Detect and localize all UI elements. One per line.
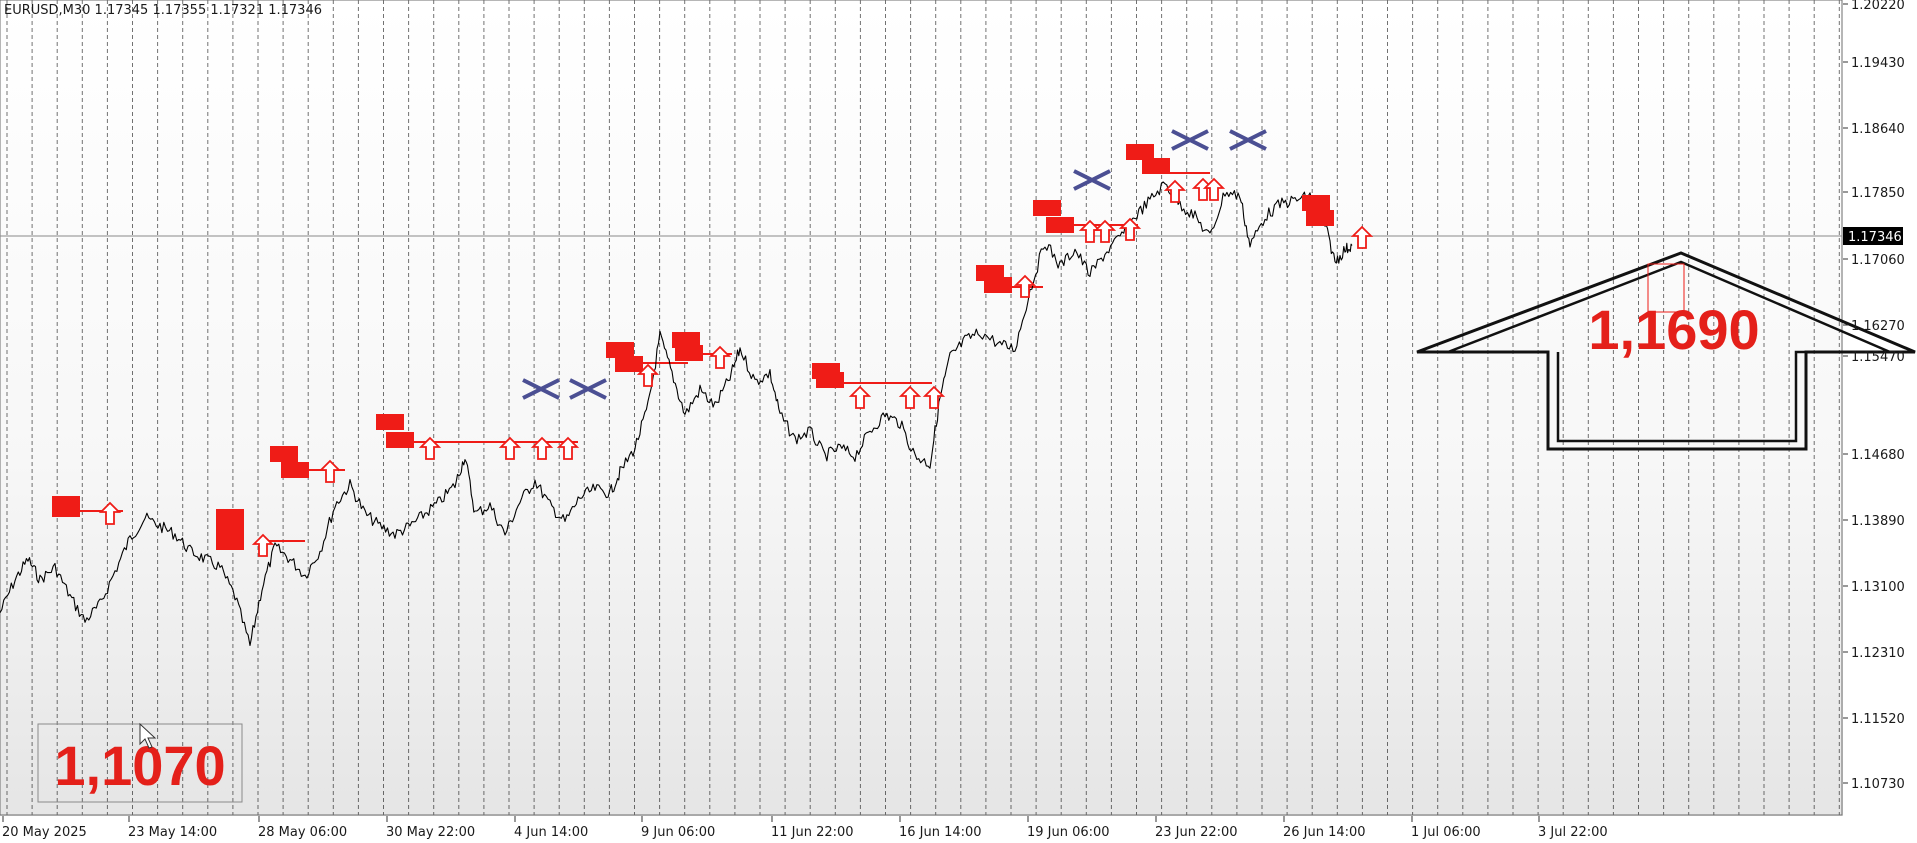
signal-box xyxy=(270,446,298,462)
cross-stroke xyxy=(1229,129,1267,151)
price-tick-label: 1.20220 xyxy=(1851,0,1905,13)
price-series xyxy=(0,181,1353,647)
drawn-target-arrow[interactable] xyxy=(1416,251,1916,451)
signal-box xyxy=(281,462,309,478)
signal-box xyxy=(52,496,80,512)
price-tick-label: 1.15470 xyxy=(1851,350,1905,365)
price-tick-label: 1.16270 xyxy=(1851,319,1905,334)
cross-mark-icon xyxy=(1229,129,1267,151)
up-arrow-icon xyxy=(636,363,660,387)
price-axis-panel xyxy=(1843,0,1917,843)
cross-mark-icon xyxy=(522,378,560,400)
cross-stroke xyxy=(522,378,560,400)
time-tick-label: 30 May 22:00 xyxy=(386,825,475,840)
signal-box xyxy=(816,372,844,388)
plot-area-border xyxy=(0,0,1843,816)
up-arrow-icon xyxy=(251,533,275,557)
signal-boxes xyxy=(52,144,1334,550)
time-tick-label: 23 May 14:00 xyxy=(128,825,217,840)
current-price-value: 1.17346 xyxy=(1848,230,1902,245)
signal-box xyxy=(984,277,1012,293)
price-axis: 1.20220 1.19430 1.18640 1.17850 1.17060 1.162… xyxy=(1843,0,1905,792)
signal-box xyxy=(386,432,414,448)
cross-mark-icon xyxy=(1171,129,1209,151)
price-tick-label: 1.11520 xyxy=(1851,712,1905,727)
price-tick-label: 1.10730 xyxy=(1851,777,1905,792)
signal-box xyxy=(675,345,703,361)
cross-mark-icon xyxy=(569,378,607,400)
time-tick-label: 1 Jul 06:00 xyxy=(1411,825,1481,840)
vertical-grid xyxy=(6,0,1840,815)
target-price-label: 1,1690 xyxy=(1588,298,1759,361)
up-arrow-icon xyxy=(418,436,442,460)
up-arrow-icon xyxy=(848,385,872,409)
target-box xyxy=(1647,263,1685,313)
up-arrow-icon xyxy=(1093,219,1117,243)
up-arrow-icon xyxy=(1202,177,1226,201)
up-arrow-icon xyxy=(556,436,580,460)
time-tick-label: 11 Jun 22:00 xyxy=(771,825,854,840)
up-arrow-icon xyxy=(318,459,342,483)
signal-box xyxy=(606,342,634,358)
signal-box xyxy=(615,356,643,372)
signal-box xyxy=(376,414,404,430)
cross-mark-icon xyxy=(1073,169,1111,191)
signal-box xyxy=(216,521,244,537)
current-price-tag: 1.17346 xyxy=(1843,227,1903,245)
time-tick-label: 23 Jun 22:00 xyxy=(1155,825,1238,840)
up-arrow-icon xyxy=(922,385,946,409)
time-tick-label: 3 Jul 22:00 xyxy=(1538,825,1608,840)
up-arrow-icon xyxy=(498,436,522,460)
up-arrow-icon xyxy=(1163,179,1187,203)
up-arrow-icon xyxy=(1350,225,1374,249)
signal-box xyxy=(1302,195,1330,211)
signal-box xyxy=(1033,200,1061,216)
price-tick-label: 1.14680 xyxy=(1851,448,1905,463)
price-tick-label: 1.13890 xyxy=(1851,514,1905,529)
up-arrow-icon xyxy=(98,501,122,525)
time-tick-label: 26 Jun 14:00 xyxy=(1283,825,1366,840)
time-tick-label: 28 May 06:00 xyxy=(258,825,347,840)
time-tick-label: 16 Jun 14:00 xyxy=(899,825,982,840)
price-tick-label: 1.19430 xyxy=(1851,56,1905,71)
price-tick-label: 1.17850 xyxy=(1851,186,1905,201)
signal-box xyxy=(1142,158,1170,174)
time-tick-label: 4 Jun 14:00 xyxy=(514,825,588,840)
up-arrow-icon xyxy=(1118,217,1142,241)
up-arrow-icon xyxy=(708,345,732,369)
signal-box xyxy=(672,332,700,348)
price-tick-label: 1.12310 xyxy=(1851,646,1905,661)
signal-box xyxy=(1306,210,1334,226)
up-arrow-icon xyxy=(898,385,922,409)
up-arrow-icon xyxy=(530,436,554,460)
cross-stroke xyxy=(1073,169,1111,191)
time-tick-label: 19 Jun 06:00 xyxy=(1027,825,1110,840)
mouse-cursor-icon xyxy=(139,722,157,749)
time-axis-panel xyxy=(0,816,1843,843)
signal-box xyxy=(216,534,244,550)
cross-stroke xyxy=(569,378,607,400)
time-axis: 20 May 2025 23 May 14:00 28 May 06:00 30 Ma… xyxy=(2,816,1608,840)
time-tick-label: 20 May 2025 xyxy=(2,825,87,840)
signal-box xyxy=(1046,217,1074,233)
up-arrow-icon xyxy=(1013,274,1037,298)
cross-marks xyxy=(522,129,1267,400)
signal-box xyxy=(1126,144,1154,160)
price-tick-label: 1.17060 xyxy=(1851,253,1905,268)
up-arrows xyxy=(98,177,1374,557)
price-tick-label: 1.18640 xyxy=(1851,122,1905,137)
symbol-header: EURUSD,M30 1.17345 1.17355 1.17321 1.173… xyxy=(4,3,322,18)
time-tick-label: 9 Jun 06:00 xyxy=(641,825,715,840)
cross-stroke xyxy=(1171,129,1209,151)
price-tick-label: 1.13100 xyxy=(1851,580,1905,595)
price-line xyxy=(0,181,1353,647)
